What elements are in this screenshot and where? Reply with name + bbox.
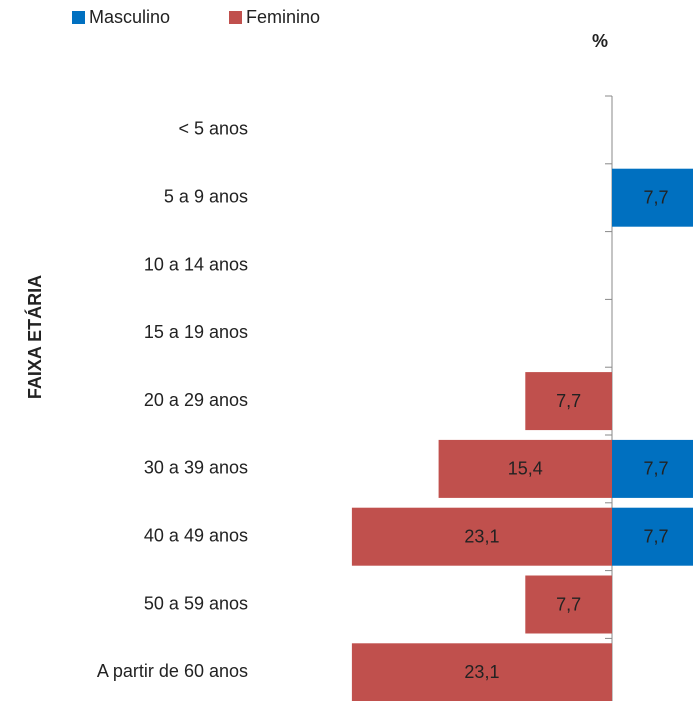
bar <box>612 439 693 498</box>
y-tick-label: 40 a 49 anos <box>144 525 248 545</box>
data-label: 23,1 <box>464 526 499 546</box>
bar <box>351 643 612 701</box>
legend-swatch <box>229 11 242 24</box>
bar <box>351 507 612 566</box>
y-tick-label: 5 a 9 anos <box>164 186 248 206</box>
y-axis-label: FAIXA ETÁRIA <box>24 275 45 399</box>
y-tick-label: 50 a 59 anos <box>144 593 248 613</box>
legend-swatch <box>72 11 85 24</box>
data-label: 15,4 <box>508 459 543 479</box>
data-label: 7,7 <box>643 459 668 479</box>
data-label: 7,7 <box>643 526 668 546</box>
y-tick-label: 30 a 39 anos <box>144 458 248 478</box>
y-tick-label: 15 a 19 anos <box>144 322 248 342</box>
y-tick-label: < 5 anos <box>178 119 248 139</box>
bar <box>525 372 612 431</box>
data-label: 23,1 <box>464 662 499 682</box>
chart-title: % <box>592 31 608 51</box>
bar <box>612 168 693 227</box>
data-label: 7,7 <box>556 594 581 614</box>
legend-label: Masculino <box>89 7 170 27</box>
data-label: 7,7 <box>556 391 581 411</box>
bar <box>525 575 612 634</box>
y-tick-label: A partir de 60 anos <box>97 661 248 681</box>
data-label: 7,7 <box>643 187 668 207</box>
bar <box>612 507 693 566</box>
y-tick-label: 20 a 29 anos <box>144 390 248 410</box>
y-tick-label: 10 a 14 anos <box>144 254 248 274</box>
bar <box>438 439 612 498</box>
legend-label: Feminino <box>246 7 320 27</box>
